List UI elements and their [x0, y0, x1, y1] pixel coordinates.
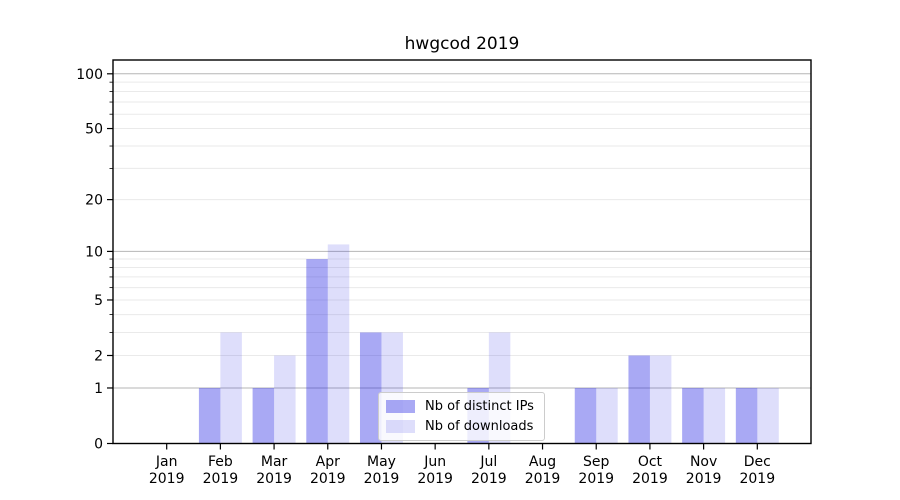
x-tick-label-dec: Dec 2019 — [739, 454, 775, 487]
y-tick-label-10: 10 — [85, 244, 103, 260]
legend-item-downloads: Nb of downloads — [386, 418, 534, 435]
legend-swatch-downloads — [386, 420, 415, 433]
y-tick-label-2: 2 — [94, 348, 103, 364]
y-tick-label-1: 1 — [94, 381, 103, 397]
bar-apr-downloads — [327, 244, 350, 444]
y-tick-label-100: 100 — [76, 67, 103, 83]
x-tick-label-sep: Sep 2019 — [578, 454, 614, 487]
x-tick-label-feb: Feb 2019 — [203, 454, 239, 487]
bar-oct-distinct-ips — [628, 355, 650, 444]
y-tick-label-0: 0 — [94, 437, 103, 453]
bar-dec-downloads — [757, 387, 779, 444]
bar-nov-distinct-ips — [682, 387, 704, 444]
x-tick-label-oct: Oct 2019 — [632, 454, 668, 487]
bar-nov-downloads — [703, 387, 726, 444]
y-tick-label-5: 5 — [94, 293, 103, 309]
bar-mar-distinct-ips — [252, 387, 275, 444]
x-tick-label-mar: Mar 2019 — [256, 454, 292, 487]
y-tick-label-20: 20 — [85, 193, 103, 209]
x-tick-label-nov: Nov 2019 — [686, 454, 722, 487]
bar-may-distinct-ips — [359, 332, 382, 444]
x-tick-label-apr: Apr 2019 — [310, 454, 346, 487]
chart-title: hwgcod 2019 — [404, 34, 520, 54]
bar-mar-downloads — [274, 355, 296, 444]
bar-feb-distinct-ips — [198, 387, 221, 444]
bar-sep-distinct-ips — [574, 387, 597, 444]
x-tick-label-jun: Jun 2019 — [417, 454, 453, 487]
bar-apr-distinct-ips — [306, 259, 328, 444]
bar-feb-downloads — [220, 332, 242, 444]
legend-swatch-distinct-ips — [386, 400, 415, 413]
legend-label-downloads: Nb of downloads — [425, 419, 534, 434]
x-tick-label-may: May 2019 — [364, 454, 400, 487]
legend: Nb of distinct IPs Nb of downloads — [378, 392, 545, 441]
bar-dec-distinct-ips — [735, 387, 758, 444]
x-tick-label-jul: Jul 2019 — [471, 454, 507, 487]
bar-sep-downloads — [596, 387, 618, 444]
legend-label-distinct-ips: Nb of distinct IPs — [425, 399, 534, 414]
x-tick-label-aug: Aug 2019 — [525, 454, 561, 487]
bar-oct-downloads — [649, 355, 672, 444]
y-tick-label-50: 50 — [85, 122, 103, 138]
legend-item-distinct-ips: Nb of distinct IPs — [386, 398, 534, 415]
x-tick-label-jan: Jan 2019 — [149, 454, 185, 487]
